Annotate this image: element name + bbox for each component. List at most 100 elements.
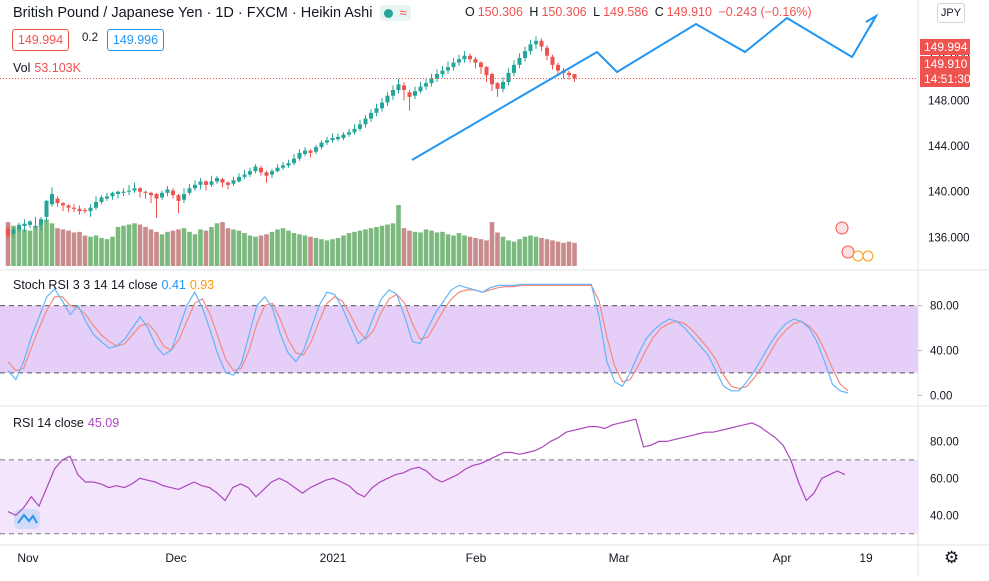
- volume-label: Vol: [13, 61, 31, 75]
- volume-bar: [236, 230, 242, 266]
- market-status[interactable]: ≈: [380, 5, 411, 21]
- countdown-label: 14:51:30: [920, 71, 971, 87]
- volume-bar: [66, 230, 71, 266]
- candle-body: [528, 44, 533, 52]
- volume-bar: [187, 231, 192, 266]
- volume-bar: [478, 239, 484, 266]
- volume-bar: [269, 231, 275, 266]
- currency-button[interactable]: JPY: [937, 3, 965, 23]
- spread-value: 0.2: [82, 32, 98, 44]
- volume-bar: [170, 230, 176, 266]
- candle-body: [363, 118, 368, 125]
- candle-body: [440, 70, 445, 74]
- volume-bar: [253, 236, 258, 266]
- time-tick-label: Feb: [466, 551, 487, 565]
- open-value: 150.306: [477, 5, 523, 19]
- candle-body: [33, 226, 38, 228]
- volume-bar: [396, 205, 401, 266]
- candle-body: [303, 150, 307, 154]
- volume-bar: [451, 235, 456, 266]
- candle-body: [77, 208, 82, 212]
- volume-bar: [330, 239, 335, 266]
- candle-body: [39, 219, 43, 225]
- volume-bar: [88, 236, 93, 266]
- stoch-k-line: [7, 283, 849, 394]
- tradingview-logo-icon: [14, 509, 40, 529]
- candle-body: [336, 136, 340, 140]
- trendline-drawing: [411, 15, 877, 161]
- candle-body: [550, 56, 555, 65]
- volume-bar: [132, 223, 137, 266]
- candle-body: [325, 140, 329, 143]
- volume-bar: [555, 241, 561, 266]
- candle-body: [391, 90, 395, 96]
- volume-bar: [280, 228, 286, 266]
- candle-body: [523, 51, 527, 58]
- candle-body: [50, 194, 54, 205]
- wave-icon: ≈: [399, 5, 407, 20]
- stoch-rsi-legend[interactable]: Stoch RSI 3 3 14 14 close 0.41 0.93: [13, 278, 214, 292]
- ask-price-label: 149.994: [920, 39, 970, 55]
- volume-bar: [11, 225, 16, 266]
- volume-bar: [566, 241, 572, 266]
- candle-body: [253, 166, 258, 172]
- volume-bar: [434, 232, 440, 266]
- rsi-line: [7, 418, 846, 517]
- volume-bar: [220, 222, 225, 266]
- candle-body: [468, 55, 472, 60]
- candle-body: [259, 167, 263, 173]
- volume-bar: [423, 229, 429, 266]
- volume-value: 53.103K: [34, 61, 81, 75]
- candle-body: [231, 180, 236, 184]
- candle-body: [88, 207, 93, 212]
- candle-body: [539, 40, 544, 47]
- stoch-tick-label: 40.00: [930, 345, 959, 357]
- volume-bar: [313, 237, 319, 266]
- volume-bar: [401, 228, 407, 266]
- volume-bar: [440, 231, 445, 266]
- buy-button[interactable]: 149.996: [107, 29, 164, 51]
- candle-body: [446, 67, 450, 71]
- market-open-dot-icon: [384, 8, 394, 18]
- volume-bar: [352, 231, 357, 266]
- candle-body: [374, 108, 379, 113]
- candle-body: [385, 95, 390, 103]
- rsi-legend[interactable]: RSI 14 close 45.09: [13, 416, 119, 430]
- candle-body: [187, 188, 192, 193]
- candle-body: [209, 181, 214, 185]
- candle-body: [198, 181, 203, 185]
- candle-body: [127, 190, 131, 192]
- sell-button[interactable]: 149.994: [12, 29, 69, 51]
- candle-body: [402, 85, 406, 90]
- stoch-tick-label: 0.00: [930, 390, 952, 402]
- volume-bar: [49, 223, 55, 266]
- candle-body: [380, 102, 384, 109]
- rsi-band: [0, 459, 918, 534]
- ohlc-readout: O 150.306 H 150.306 L 149.586 C 149.910 −0.2…: [465, 5, 815, 19]
- close-label: C: [654, 5, 664, 19]
- volume-bar: [198, 229, 203, 266]
- candle-body: [567, 72, 571, 76]
- event-marker-icon: [841, 245, 855, 259]
- candle-body: [352, 128, 357, 133]
- volume-bar: [214, 223, 220, 266]
- volume-bar: [368, 228, 374, 266]
- volume-bar: [22, 229, 27, 266]
- volume-bar: [500, 236, 506, 266]
- time-tick-label: Mar: [609, 551, 630, 565]
- volume-bar: [506, 240, 511, 266]
- candle-body: [110, 192, 115, 197]
- volume-bar: [374, 226, 379, 266]
- time-tick-label: Apr: [773, 551, 792, 565]
- settings-gear-icon[interactable]: ⚙: [944, 548, 960, 567]
- logo-wave: [17, 513, 38, 524]
- volume-bar: [165, 231, 170, 266]
- volume-bar: [44, 219, 49, 266]
- volume-bar: [418, 232, 423, 266]
- candle-body: [204, 181, 208, 185]
- volume-bar: [363, 229, 368, 266]
- candle-body: [143, 191, 148, 193]
- candle-body: [17, 224, 21, 230]
